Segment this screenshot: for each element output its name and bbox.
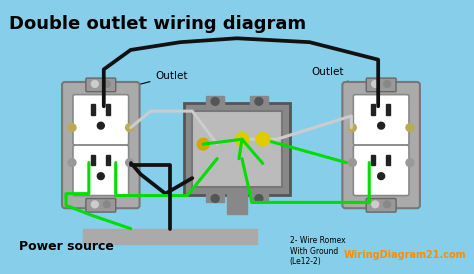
Circle shape	[406, 159, 414, 167]
Bar	[206, 96, 224, 105]
Circle shape	[378, 173, 384, 179]
Text: WiringDiagram21.com: WiringDiagram21.com	[344, 250, 466, 260]
FancyBboxPatch shape	[86, 198, 116, 212]
Circle shape	[383, 81, 391, 87]
Circle shape	[256, 132, 270, 146]
Bar	[106, 104, 110, 115]
Text: Outlet: Outlet	[311, 67, 369, 90]
FancyBboxPatch shape	[353, 145, 409, 196]
Bar	[386, 155, 390, 165]
Circle shape	[103, 201, 110, 208]
Circle shape	[406, 124, 414, 132]
FancyBboxPatch shape	[73, 95, 128, 145]
Bar	[227, 193, 247, 214]
Circle shape	[103, 81, 110, 87]
Circle shape	[91, 81, 98, 87]
Text: Outlet: Outlet	[113, 71, 188, 91]
Bar	[184, 103, 290, 195]
Bar	[386, 104, 390, 115]
Text: Double outlet wiring diagram: Double outlet wiring diagram	[9, 15, 307, 33]
FancyBboxPatch shape	[366, 198, 396, 212]
FancyBboxPatch shape	[73, 145, 128, 196]
Circle shape	[372, 81, 379, 87]
FancyBboxPatch shape	[353, 95, 409, 145]
Circle shape	[197, 138, 209, 150]
Circle shape	[211, 195, 219, 202]
Bar	[371, 104, 375, 115]
FancyBboxPatch shape	[366, 78, 396, 92]
Circle shape	[126, 124, 134, 132]
Circle shape	[348, 159, 356, 167]
Bar	[91, 155, 95, 165]
Circle shape	[68, 124, 76, 132]
Circle shape	[211, 98, 219, 105]
Bar	[91, 104, 95, 115]
Bar	[192, 111, 282, 187]
Bar	[250, 193, 268, 202]
Text: 2- Wire Romex
With Ground
(Le12-2): 2- Wire Romex With Ground (Le12-2)	[290, 236, 346, 266]
Circle shape	[255, 98, 263, 105]
Text: Power source: Power source	[19, 239, 114, 253]
Bar	[83, 229, 257, 244]
Circle shape	[91, 201, 98, 208]
FancyBboxPatch shape	[342, 82, 420, 208]
Bar	[371, 155, 375, 165]
FancyBboxPatch shape	[62, 82, 139, 208]
FancyBboxPatch shape	[86, 78, 116, 92]
Bar	[206, 193, 224, 202]
Circle shape	[383, 201, 391, 208]
Circle shape	[97, 173, 104, 179]
Circle shape	[97, 122, 104, 129]
Circle shape	[235, 132, 249, 146]
Bar	[106, 155, 110, 165]
Circle shape	[348, 124, 356, 132]
Circle shape	[68, 159, 76, 167]
Bar	[250, 96, 268, 105]
Circle shape	[378, 122, 384, 129]
Circle shape	[255, 195, 263, 202]
Circle shape	[372, 201, 379, 208]
Circle shape	[126, 159, 134, 167]
